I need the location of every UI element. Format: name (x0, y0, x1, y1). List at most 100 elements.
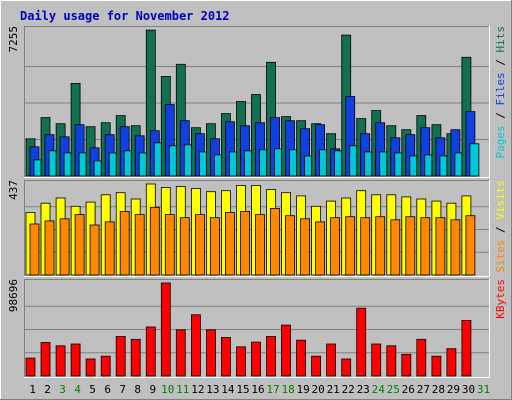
x-tick-label-day-23: 23 (357, 383, 370, 396)
legend-item-files: Files (494, 72, 507, 105)
bar-sites-day-4 (74, 214, 85, 276)
legend-item-kbytes: KBytes (494, 279, 507, 319)
bar-kbytes-day-7 (115, 335, 126, 377)
x-tick-label-day-18: 18 (281, 383, 294, 396)
y-max-label-visits: 437 (7, 180, 20, 200)
bar-sites-day-29 (450, 219, 461, 276)
x-axis-tick-labels: 1 2 3 4 5 6 7 8 9 10 11 12 13 14 15 16 17 18 19 20 21 22 23 24 2… (29, 383, 490, 396)
x-tick-label-day-3: 3 (59, 383, 66, 396)
bar-sites-day-13 (209, 217, 220, 276)
bar-sites-day-26 (405, 216, 416, 276)
bar-sites-day-22 (345, 216, 356, 276)
bar-sites-day-11 (179, 217, 190, 276)
chart-panels: 7255 Pages / Files / Hits 437 Sites / Visit… (7, 26, 507, 378)
bar-kbytes-day-24 (371, 343, 382, 377)
panel-kbytes: 98696 KBytes (7, 279, 507, 378)
legend-separator: / (494, 106, 507, 126)
legend-item-hits: Hits (494, 26, 507, 53)
bar-sites-day-15 (240, 211, 250, 276)
x-tick-label-day-13: 13 (206, 383, 219, 396)
x-tick-label-day-29: 29 (447, 383, 460, 396)
bar-sites-day-24 (375, 216, 386, 276)
bar-sites-day-16 (255, 214, 265, 276)
x-tick-label-day-4: 4 (74, 383, 81, 396)
bar-kbytes-day-29 (446, 348, 457, 377)
bar-pages-day-30 (469, 143, 480, 177)
bar-sites-day-8 (134, 214, 145, 276)
bar-sites-day-12 (194, 214, 205, 276)
bar-kbytes-day-9 (145, 326, 156, 377)
x-tick-label-day-31: 31 (477, 383, 490, 396)
bar-kbytes-day-2 (40, 342, 51, 377)
panel-visits: 437 Sites / Visits (7, 180, 507, 277)
y-max-label-hits: 7255 (7, 26, 20, 53)
bar-kbytes-day-3 (55, 345, 66, 377)
x-tick-label-day-20: 20 (311, 383, 324, 396)
bar-sites-day-17 (270, 207, 280, 276)
bar-kbytes-day-21 (326, 343, 337, 377)
bar-sites-day-30 (465, 215, 476, 276)
x-tick-label-day-28: 28 (432, 383, 445, 396)
bar-sites-day-27 (420, 217, 431, 276)
x-tick-label-day-17: 17 (266, 383, 279, 396)
x-tick-label-day-10: 10 (161, 383, 174, 396)
bar-kbytes-day-13 (205, 329, 216, 377)
bar-kbytes-day-23 (356, 307, 367, 377)
bar-sites-day-18 (285, 215, 295, 276)
x-tick-label-day-12: 12 (191, 383, 204, 396)
bar-sites-day-5 (89, 224, 100, 276)
bar-sites-day-1 (29, 223, 40, 276)
bar-sites-day-10 (164, 214, 175, 276)
bar-kbytes-day-20 (311, 355, 322, 377)
bar-kbytes-day-6 (100, 355, 111, 377)
x-tick-label-day-2: 2 (44, 383, 51, 396)
x-tick-label-day-21: 21 (327, 383, 340, 396)
x-tick-label-day-6: 6 (104, 383, 111, 396)
bar-sites-day-3 (59, 218, 70, 276)
legend-separator: / (494, 220, 507, 240)
x-tick-label-day-27: 27 (417, 383, 430, 396)
bar-kbytes-day-11 (175, 329, 186, 377)
bar-sites-day-25 (390, 219, 401, 276)
bar-sites-day-6 (104, 221, 115, 276)
x-tick-label-day-14: 14 (221, 383, 235, 396)
x-tick-label-day-16: 16 (251, 383, 264, 396)
legend-hits: Pages / Files / Hits (494, 26, 507, 159)
legend-visits: Sites / Visits (494, 180, 507, 273)
bar-sites-day-28 (435, 217, 446, 276)
bar-kbytes-day-4 (70, 343, 81, 377)
x-tick-label-day-22: 22 (342, 383, 355, 396)
bar-kbytes-day-1 (25, 357, 36, 377)
bar-kbytes-day-15 (236, 346, 246, 377)
panel-hits: 7255 Pages / Files / Hits (7, 26, 507, 178)
bar-kbytes-day-14 (220, 336, 231, 377)
bar-kbytes-day-5 (85, 358, 96, 377)
x-tick-label-day-5: 5 (89, 383, 96, 396)
bar-kbytes-day-12 (190, 314, 201, 377)
legend-separator: / (494, 53, 507, 73)
bar-sites-day-21 (330, 217, 341, 276)
bar-sites-day-23 (360, 217, 371, 276)
bar-kbytes-day-26 (401, 353, 412, 377)
legend-kbytes: KBytes (494, 279, 507, 319)
x-tick-label-day-24: 24 (372, 383, 386, 396)
x-tick-label-day-8: 8 (134, 383, 141, 396)
x-tick-label-day-1: 1 (29, 383, 36, 396)
bar-kbytes-day-25 (386, 345, 397, 377)
bar-kbytes-day-22 (341, 358, 352, 377)
bar-sites-day-19 (300, 218, 311, 276)
bar-sites-day-2 (44, 220, 55, 276)
bar-kbytes-day-17 (266, 335, 276, 377)
x-tick-label-day-26: 26 (402, 383, 415, 396)
bar-kbytes-day-18 (281, 324, 291, 377)
bar-sites-day-7 (119, 211, 130, 276)
bar-kbytes-day-8 (130, 338, 141, 377)
x-tick-label-day-7: 7 (119, 383, 126, 396)
legend-item-sites: Sites (494, 240, 507, 273)
x-tick-label-day-15: 15 (236, 383, 249, 396)
x-tick-label-day-30: 30 (462, 383, 475, 396)
bar-kbytes-day-16 (251, 341, 261, 377)
x-tick-label-day-9: 9 (149, 383, 156, 396)
x-tick-label-day-19: 19 (296, 383, 309, 396)
